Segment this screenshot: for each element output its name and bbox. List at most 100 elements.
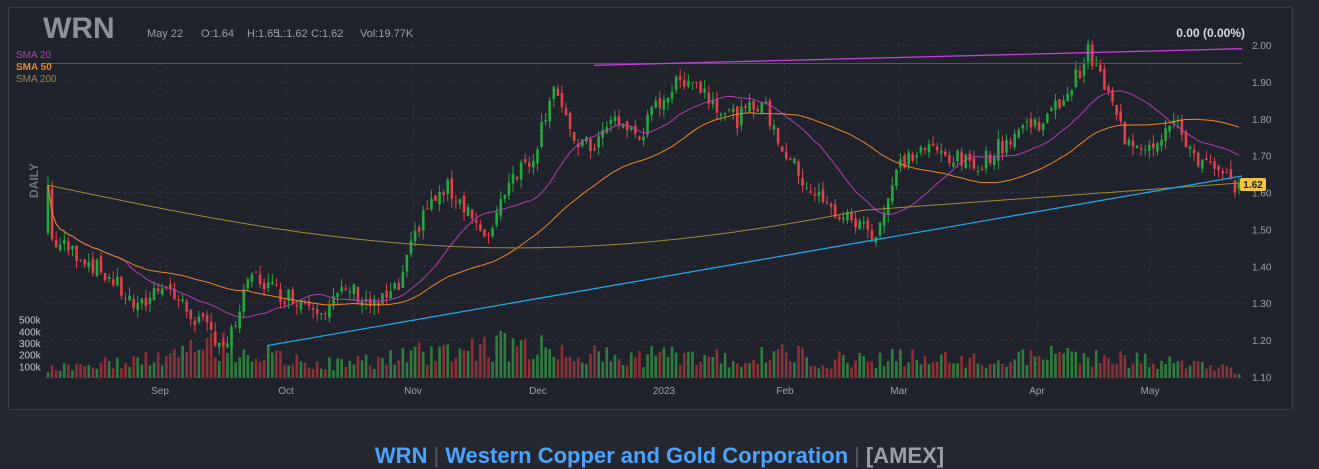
- candle-body: [442, 192, 445, 195]
- candle-body: [63, 239, 66, 244]
- candle-body: [132, 298, 135, 309]
- candle-body: [833, 204, 837, 218]
- volume-bar: [801, 347, 804, 378]
- volume-bar: [866, 361, 870, 378]
- candle-body: [1213, 161, 1216, 169]
- volume-bar: [1123, 355, 1127, 378]
- candle-body: [222, 341, 225, 346]
- candle-body: [99, 256, 103, 273]
- volume-bar: [956, 363, 959, 378]
- price-tick-label: 1.10: [1252, 373, 1272, 384]
- candle-body: [507, 182, 511, 196]
- candle-body: [189, 309, 193, 320]
- volume-bar: [842, 355, 845, 378]
- candle-body: [1058, 99, 1061, 109]
- last-price-label: 1.62: [1243, 180, 1263, 191]
- candle-body: [75, 245, 78, 261]
- candle-body: [368, 298, 372, 307]
- date-tick-label: Sep: [151, 386, 169, 397]
- volume-bar: [1103, 354, 1106, 378]
- candle-body: [495, 212, 498, 226]
- volume-bar: [1074, 351, 1078, 378]
- candle-body: [813, 194, 817, 196]
- candle-body: [1147, 144, 1151, 151]
- volume-bar: [854, 360, 857, 378]
- candle-body: [169, 284, 172, 289]
- volume-bar: [772, 351, 776, 378]
- price-tick-label: 1.90: [1252, 78, 1272, 89]
- candle-body: [1103, 69, 1106, 90]
- footer-symbol[interactable]: WRN: [374, 443, 428, 468]
- candle-body: [262, 282, 266, 290]
- volume-bar: [266, 345, 270, 378]
- volume-bar: [891, 348, 894, 378]
- volume-bar: [315, 361, 319, 378]
- candle-body: [915, 155, 919, 158]
- candle-body: [691, 82, 694, 84]
- candle-body: [438, 192, 441, 205]
- volume-bar: [95, 368, 99, 378]
- volume-tick-label: 200k: [19, 351, 42, 362]
- volume-bar: [805, 357, 808, 378]
- date-tick-label: 2023: [653, 386, 676, 397]
- candle-body: [1196, 152, 1200, 167]
- volume-tick-label: 500k: [19, 316, 42, 327]
- header-high: H:1.65: [247, 28, 279, 40]
- volume-bar: [246, 354, 250, 378]
- volume-bar: [748, 363, 751, 378]
- volume-bar: [54, 370, 58, 378]
- price-chart[interactable]: 2.00 1.90 1.80 1.70 1.60 1.50 1.40 1.30 1.20 1.10…: [9, 8, 1292, 409]
- candle-body: [1152, 143, 1155, 149]
- footer-company[interactable]: Western Copper and Gold Corporation: [445, 443, 849, 468]
- candle-body: [503, 195, 507, 199]
- candle-body: [597, 136, 600, 148]
- volume-bar: [177, 357, 180, 378]
- volume-bar: [250, 361, 254, 378]
- candle-body: [136, 302, 140, 311]
- volume-bar: [1160, 360, 1163, 378]
- candle-body: [772, 125, 776, 130]
- candle-body: [201, 313, 205, 317]
- volume-bar: [1188, 365, 1192, 378]
- candle-body: [1184, 131, 1188, 148]
- volume-bar: [450, 361, 454, 378]
- candle-body: [499, 198, 503, 216]
- volume-bar: [462, 350, 466, 378]
- volume-bar: [1119, 351, 1123, 378]
- candle-body: [780, 146, 784, 152]
- volume-bar: [1180, 360, 1184, 378]
- volume-bar: [976, 363, 980, 378]
- candle-body: [560, 93, 564, 108]
- volume-bar: [764, 362, 768, 378]
- volume-bar: [964, 367, 968, 378]
- volume-bar: [479, 344, 482, 378]
- candle-body: [862, 222, 866, 224]
- volume-bar: [344, 367, 348, 378]
- candle-body: [226, 343, 229, 348]
- volume-bar: [340, 359, 343, 378]
- price-tick-label: 1.60: [1252, 189, 1272, 200]
- candle-body: [1156, 143, 1159, 152]
- price-tick-label: 1.80: [1252, 115, 1272, 126]
- volume-bar: [209, 332, 213, 378]
- volume-bar: [1164, 363, 1167, 378]
- candle-body: [450, 178, 454, 199]
- volume-bar: [377, 357, 380, 378]
- candle-body: [95, 259, 99, 277]
- candle-body: [752, 101, 755, 110]
- volume-bar: [707, 356, 711, 378]
- candle-body: [960, 152, 963, 166]
- candle-body: [1160, 139, 1163, 147]
- volume-bar: [348, 360, 352, 378]
- candle-body: [1143, 149, 1147, 151]
- volume-bar: [744, 363, 747, 378]
- legend-sma-50: SMA 50: [16, 62, 52, 73]
- volume-bar: [311, 369, 315, 378]
- volume-bar: [213, 357, 217, 378]
- candle-body: [756, 109, 760, 112]
- candle-body: [703, 88, 706, 93]
- volume-bar: [829, 368, 833, 378]
- candle-body: [1070, 90, 1074, 96]
- volume-bar: [968, 357, 972, 378]
- price-tick-label: 1.50: [1252, 225, 1272, 236]
